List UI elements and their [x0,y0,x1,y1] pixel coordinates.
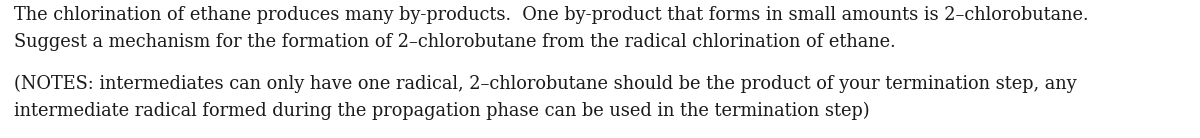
Text: intermediate radical formed during the propagation phase can be used in the term: intermediate radical formed during the p… [14,102,870,120]
Text: The chlorination of ethane produces many by-products.  One by-product that forms: The chlorination of ethane produces many… [14,6,1088,24]
Text: Suggest a mechanism for the formation of 2–chlorobutane from the radical chlorin: Suggest a mechanism for the formation of… [14,33,895,51]
Text: (NOTES: intermediates can only have one radical, 2–chlorobutane should be the pr: (NOTES: intermediates can only have one … [14,75,1076,93]
